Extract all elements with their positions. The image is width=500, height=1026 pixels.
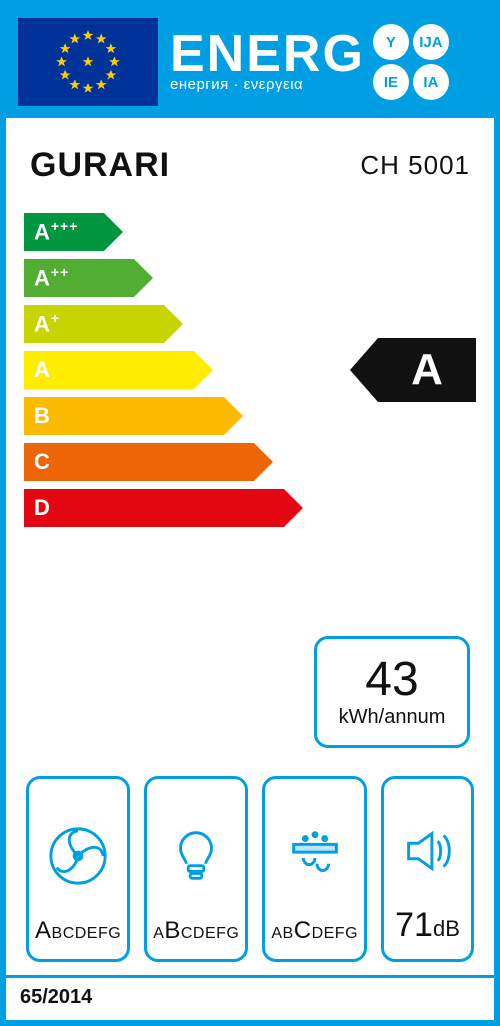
energ-word: ENERG [170,31,365,78]
feature-box-lighting_efficiency: ABCDEFG [144,776,248,962]
lang-circles: Y IJA IE IA [373,24,449,100]
efficiency-arrow: D [24,489,284,527]
header-band: ENERG енергия · ενεργεια Y IJA IE IA [6,6,494,118]
brand-row: GURARI CH 5001 [6,118,494,193]
feature-box-grease_filter: ABCDEFG [262,776,367,962]
efficiency-arrow: A++ [24,259,134,297]
eu-flag [18,18,158,106]
divider [6,975,494,978]
model-number: CH 5001 [360,150,470,181]
consumption-box: 43 kWh/annum [314,636,470,748]
efficiency-scale: A+++A++A+ABCD A [6,193,494,573]
brand-name: GURARI [30,146,170,185]
lang-circle: IA [413,64,449,100]
class-marker-letter: A [378,338,476,402]
feature-class-string: ABCDEFG [271,917,358,945]
feature-box-fluid_efficiency: ABCDEFG [26,776,130,962]
efficiency-arrow: C [24,443,254,481]
efficiency-arrow-label: B [34,403,51,429]
efficiency-arrow: B [24,397,224,435]
efficiency-arrow-label: A+ [34,310,60,337]
fan-icon [47,795,109,917]
efficiency-arrow: A+++ [24,213,104,251]
efficiency-arrow-label: D [34,495,51,521]
feature-class-string: ABCDEFG [153,917,239,945]
efficiency-arrow: A [24,351,194,389]
class-marker-tip [350,338,378,402]
feature-class-string: ABCDEFG [35,917,121,945]
lang-circle: IE [373,64,409,100]
bulb-icon [165,795,227,917]
feature-box-noise: 71dB [381,776,474,962]
energ-block: ENERG енергия · ενεργεια Y IJA IE IA [166,6,494,118]
consumption-unit: kWh/annum [339,706,446,729]
efficiency-arrow-label: C [34,449,51,475]
class-marker: A [350,338,476,402]
lang-circle: IJA [413,24,449,60]
efficiency-arrow-label: A+++ [34,218,78,245]
efficiency-arrow-label: A++ [34,264,69,291]
energy-label: ENERG енергия · ενεργεια Y IJA IE IA GUR… [0,0,500,1026]
filter-icon [284,795,346,917]
consumption-value: 43 [365,656,418,704]
regulation-ref: 65/2014 [20,986,92,1009]
noise-value: 71dB [395,906,460,945]
speaker-icon [397,795,459,906]
lang-circle: Y [373,24,409,60]
feature-row: ABCDEFG ABCDEFG ABCDEFG 71dB [26,776,474,962]
efficiency-arrow-label: A [34,357,51,383]
efficiency-arrow: A+ [24,305,164,343]
